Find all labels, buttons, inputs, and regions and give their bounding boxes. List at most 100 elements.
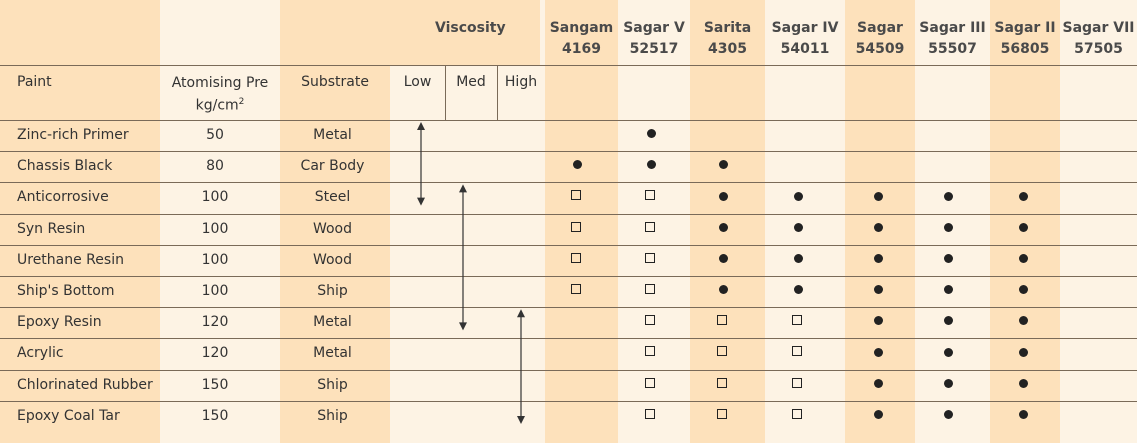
limited-square-icon (645, 315, 656, 326)
product-model: 55507 (928, 41, 977, 57)
viscosity-high-range-arrow (517, 309, 525, 424)
row-divider (0, 400, 1137, 402)
product-name: Sagar VII (1062, 20, 1135, 36)
pressure-header: Atomising Pre kg/cm2 (160, 74, 280, 116)
suitable-dot-icon (646, 129, 656, 139)
limited-square-icon (792, 377, 803, 388)
limited-square-icon (571, 190, 582, 201)
product-header: Sagar VII 57505 (1054, 18, 1137, 60)
suitable-dot-icon (646, 160, 656, 170)
suitable-dot-icon (1018, 222, 1028, 232)
paint-name: Syn Resin (17, 220, 86, 237)
product-model: 57505 (1074, 41, 1123, 57)
limited-square-icon (645, 346, 656, 357)
substrate-value: Metal (313, 127, 352, 143)
suitable-dot-icon (873, 316, 883, 326)
limited-square-icon (717, 346, 728, 357)
suitable-dot-icon (873, 222, 883, 232)
pressure-value: 150 (201, 376, 229, 393)
pressure-header-line1: Atomising Pre (171, 75, 269, 91)
substrate-value: Ship (317, 283, 348, 299)
product-header: Sagar II 56805 (984, 18, 1066, 60)
substrate-value: Ship (317, 376, 348, 393)
pressure-value: 120 (201, 314, 229, 331)
row-divider (0, 338, 1137, 340)
limited-square-icon (645, 283, 656, 294)
limited-square-icon (792, 346, 803, 357)
limited-square-icon (717, 377, 728, 388)
product-model: 56805 (1000, 41, 1050, 57)
row-divider (0, 244, 1137, 246)
suitable-dot-icon (1018, 253, 1028, 263)
limited-square-icon (792, 315, 803, 326)
suitable-dot-icon (718, 160, 728, 170)
product-column-bg (545, 0, 618, 443)
paint-name: Ship's Bottom (17, 283, 115, 299)
limited-square-icon (645, 408, 656, 419)
row-divider (0, 182, 1137, 184)
product-column-bg (990, 0, 1060, 443)
suitable-dot-icon (873, 347, 883, 357)
viscosity-low-range-arrow (417, 122, 425, 206)
pressure-value: 100 (201, 283, 229, 299)
suitable-dot-icon (943, 347, 953, 357)
suitable-dot-icon (1018, 285, 1028, 295)
paint-name: Anticorrosive (17, 189, 109, 206)
product-model: 54509 (855, 41, 905, 57)
suitable-dot-icon (1018, 316, 1028, 326)
product-name: Sagar IV (771, 20, 839, 36)
suitable-dot-icon (943, 191, 953, 201)
suitable-dot-icon (718, 285, 728, 295)
paint-name: Zinc-rich Primer (17, 127, 129, 143)
product-model: 52517 (629, 41, 679, 57)
paint-name: Acrylic (17, 345, 64, 362)
viscosity-med-range-arrow (459, 184, 467, 331)
suitable-dot-icon (572, 160, 582, 170)
substrate-value: Wood (312, 251, 353, 268)
row-divider (0, 120, 1137, 121)
suitable-dot-icon (873, 285, 883, 295)
suitable-dot-icon (873, 378, 883, 388)
limited-square-icon (717, 408, 728, 419)
suitable-dot-icon (873, 409, 883, 419)
pressure-value: 100 (201, 189, 229, 206)
substrate-value: Steel (314, 189, 351, 206)
suitable-dot-icon (793, 191, 803, 201)
product-header: Sagar 54509 (839, 18, 921, 60)
product-name: Sangam (549, 20, 614, 36)
product-header: Sagar V 52517 (612, 18, 696, 60)
paint-name: Epoxy Coal Tar (17, 407, 120, 424)
product-name: Sarita (703, 20, 752, 36)
paint-name: Urethane Resin (17, 251, 124, 268)
suitable-dot-icon (873, 191, 883, 201)
product-name: Sagar V (623, 20, 685, 36)
pressure-value: 100 (201, 251, 229, 268)
suitable-dot-icon (943, 222, 953, 232)
paint-name: Chassis Black (17, 158, 113, 175)
pressure-value: 100 (201, 220, 229, 237)
limited-square-icon (792, 408, 803, 419)
limited-square-icon (571, 221, 582, 232)
paint-name: Chlorinated Rubber (17, 376, 153, 393)
product-model: 4305 (708, 41, 747, 57)
suitable-dot-icon (793, 222, 803, 232)
column-divider (497, 65, 498, 120)
substrate-header: Substrate (301, 74, 369, 90)
substrate-value: Metal (313, 345, 352, 362)
product-header: Sangam 4169 (539, 18, 624, 60)
substrate-value: Metal (313, 314, 352, 331)
product-header: Sagar IV 54011 (759, 18, 851, 60)
pressure-header-sup: 2 (238, 97, 245, 107)
substrate-value: Wood (312, 220, 353, 237)
paint-header: Paint (17, 74, 52, 90)
viscosity-header-bg (390, 0, 540, 65)
product-model: 4169 (562, 41, 601, 57)
limited-square-icon (571, 252, 582, 263)
suitable-dot-icon (943, 378, 953, 388)
suitable-dot-icon (943, 316, 953, 326)
pressure-value: 80 (206, 158, 224, 175)
limited-square-icon (717, 315, 728, 326)
limited-square-icon (645, 377, 656, 388)
